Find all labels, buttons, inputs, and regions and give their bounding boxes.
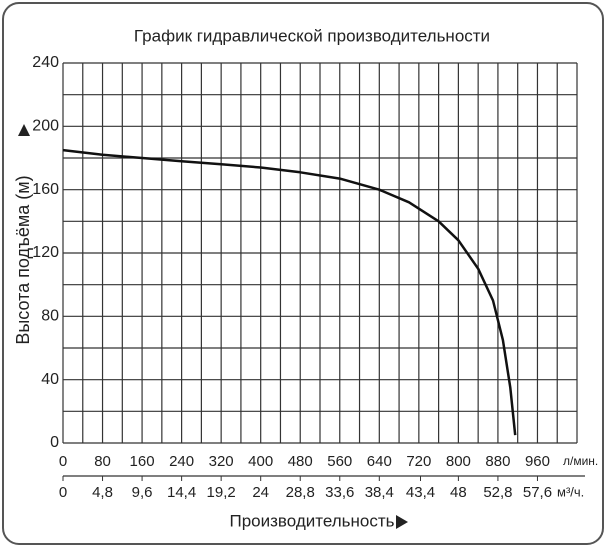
x-tick-label: 240 [169, 453, 194, 470]
y-tick-label: 240 [32, 54, 59, 71]
x2-tick-label: 33,6 [325, 484, 354, 501]
x2-tick-label: 48 [450, 484, 467, 501]
x-arrow [396, 515, 408, 529]
x2-tick-label: 57,6 [523, 484, 552, 501]
x-tick-label: 480 [288, 453, 313, 470]
x2-tick-label: 9,6 [132, 484, 153, 501]
y-tick-label: 0 [50, 434, 59, 451]
x2-tick-label: 19,2 [207, 484, 236, 501]
y-axis-label: Высота подъёма (м) [13, 175, 33, 344]
x-tick-label: 960 [525, 453, 550, 470]
x-tick-label: 640 [367, 453, 392, 470]
x2-tick-label: 38,4 [365, 484, 394, 501]
x-tick-label: 0 [59, 453, 67, 470]
x-tick-label: 880 [485, 453, 510, 470]
y-tick-label: 160 [32, 181, 59, 198]
x-tick-label: 800 [446, 453, 471, 470]
x-tick-label: 160 [130, 453, 155, 470]
x2-tick-label: 14,4 [167, 484, 196, 501]
x2-tick-label: 52,8 [483, 484, 512, 501]
y-tick-label: 200 [32, 118, 59, 135]
x2-tick-label: 0 [59, 484, 67, 501]
x-tick-label: 560 [327, 453, 352, 470]
chart-title: График гидравлической производительности [134, 26, 490, 45]
y-tick-label: 40 [41, 371, 59, 388]
x2-unit: м³/ч. [557, 484, 584, 499]
curve [62, 148, 517, 436]
x-tick-label: 720 [406, 453, 431, 470]
x-axis-label: Производительность [229, 511, 394, 530]
y-arrow [18, 124, 30, 136]
x2-tick-label: 4,8 [92, 484, 113, 501]
y-tick-label: 80 [41, 308, 59, 325]
x2-tick-label: 28,8 [286, 484, 315, 501]
x2-tick-label: 43,4 [406, 484, 435, 501]
x-tick-label: 320 [209, 453, 234, 470]
y-label-group: Высота подъёма (м) [13, 175, 33, 344]
x-tick-label: 400 [248, 453, 273, 470]
x-tick-label: 80 [94, 453, 111, 470]
x2-tick-label: 24 [252, 484, 269, 501]
y-tick-label: 120 [32, 244, 59, 261]
x-unit: л/мин. [563, 454, 598, 468]
